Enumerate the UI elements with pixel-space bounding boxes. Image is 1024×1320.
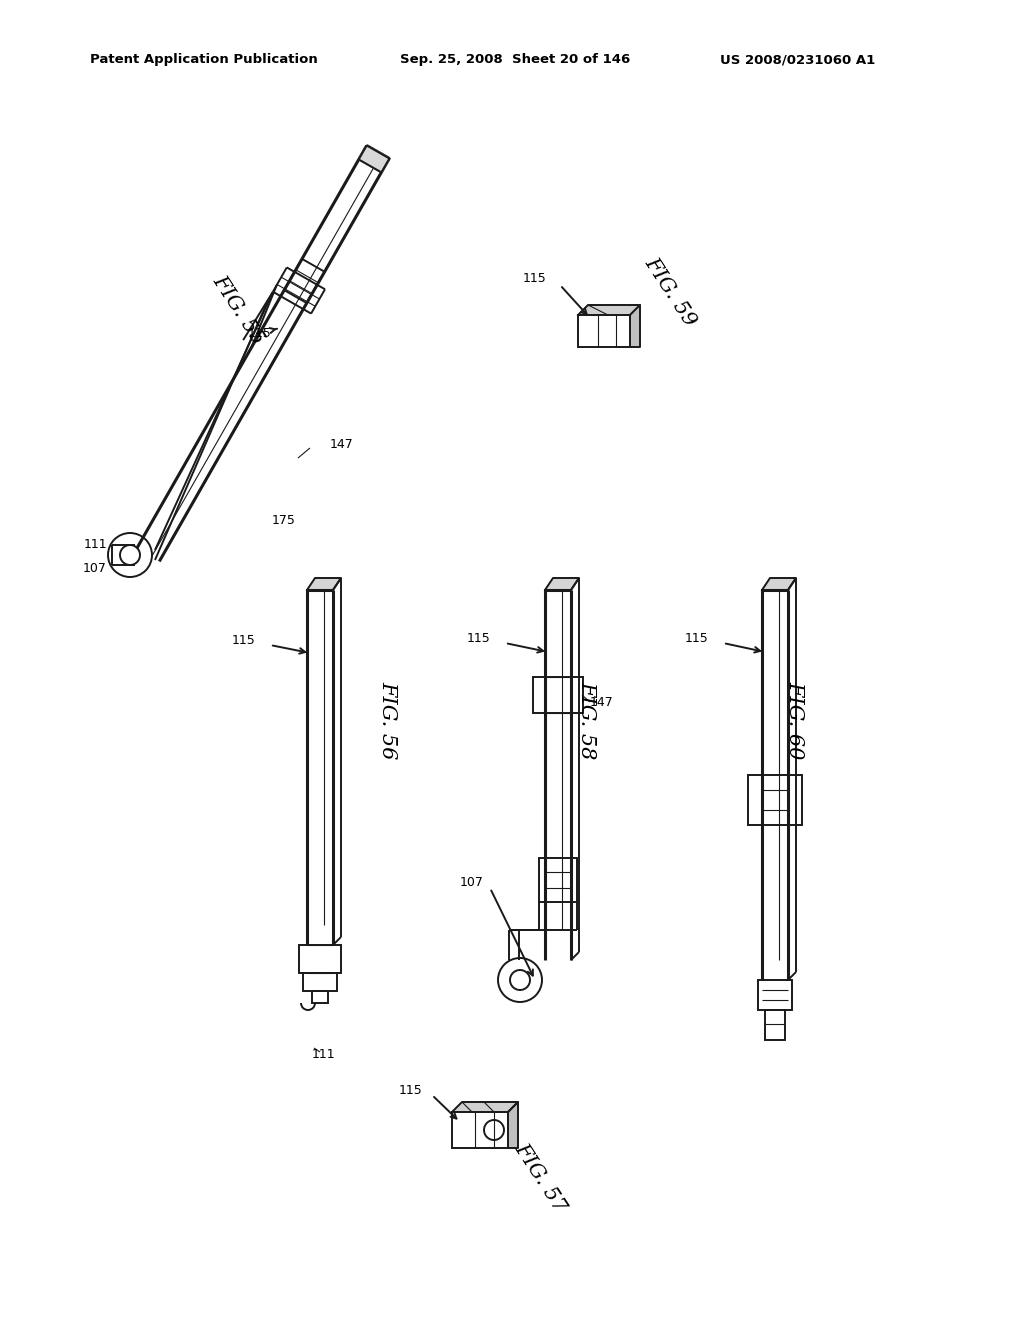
Text: FIG. 60: FIG. 60 bbox=[785, 681, 805, 759]
Text: 111: 111 bbox=[84, 539, 108, 552]
Text: 147: 147 bbox=[590, 696, 613, 709]
Text: 115: 115 bbox=[231, 634, 255, 647]
Polygon shape bbox=[508, 1102, 518, 1148]
Text: FIG. 58: FIG. 58 bbox=[578, 681, 597, 759]
Bar bbox=[452, 1111, 508, 1148]
Polygon shape bbox=[578, 305, 640, 315]
Text: FIG. 57: FIG. 57 bbox=[511, 1140, 569, 1216]
Text: FIG. 59: FIG. 59 bbox=[641, 253, 699, 330]
Bar bbox=[539, 858, 577, 902]
Bar bbox=[312, 991, 328, 1003]
Text: 115: 115 bbox=[523, 272, 547, 285]
Text: US 2008/0231060 A1: US 2008/0231060 A1 bbox=[720, 54, 876, 66]
Polygon shape bbox=[452, 1102, 518, 1111]
Text: 175: 175 bbox=[272, 513, 296, 527]
Text: Patent Application Publication: Patent Application Publication bbox=[90, 54, 317, 66]
Bar bbox=[748, 775, 802, 825]
Text: 107: 107 bbox=[83, 561, 106, 574]
Bar bbox=[534, 677, 583, 713]
Text: 115: 115 bbox=[466, 631, 490, 644]
Text: 115: 115 bbox=[684, 631, 708, 644]
Bar bbox=[299, 945, 341, 973]
Bar bbox=[765, 1010, 785, 1040]
Bar bbox=[303, 973, 337, 991]
Text: 147: 147 bbox=[330, 438, 353, 451]
Polygon shape bbox=[358, 145, 389, 173]
Polygon shape bbox=[545, 578, 579, 590]
Text: FIG. 56: FIG. 56 bbox=[379, 681, 397, 759]
Text: 111: 111 bbox=[312, 1048, 336, 1061]
Text: 115: 115 bbox=[398, 1084, 422, 1097]
Text: Sep. 25, 2008  Sheet 20 of 146: Sep. 25, 2008 Sheet 20 of 146 bbox=[400, 54, 630, 66]
Text: 115: 115 bbox=[248, 326, 278, 339]
Text: FIG. 55: FIG. 55 bbox=[209, 272, 267, 348]
Bar bbox=[578, 315, 630, 347]
Polygon shape bbox=[762, 578, 796, 590]
Bar bbox=[758, 979, 792, 1010]
Text: 107: 107 bbox=[460, 875, 484, 888]
Polygon shape bbox=[307, 578, 341, 590]
Polygon shape bbox=[630, 305, 640, 347]
